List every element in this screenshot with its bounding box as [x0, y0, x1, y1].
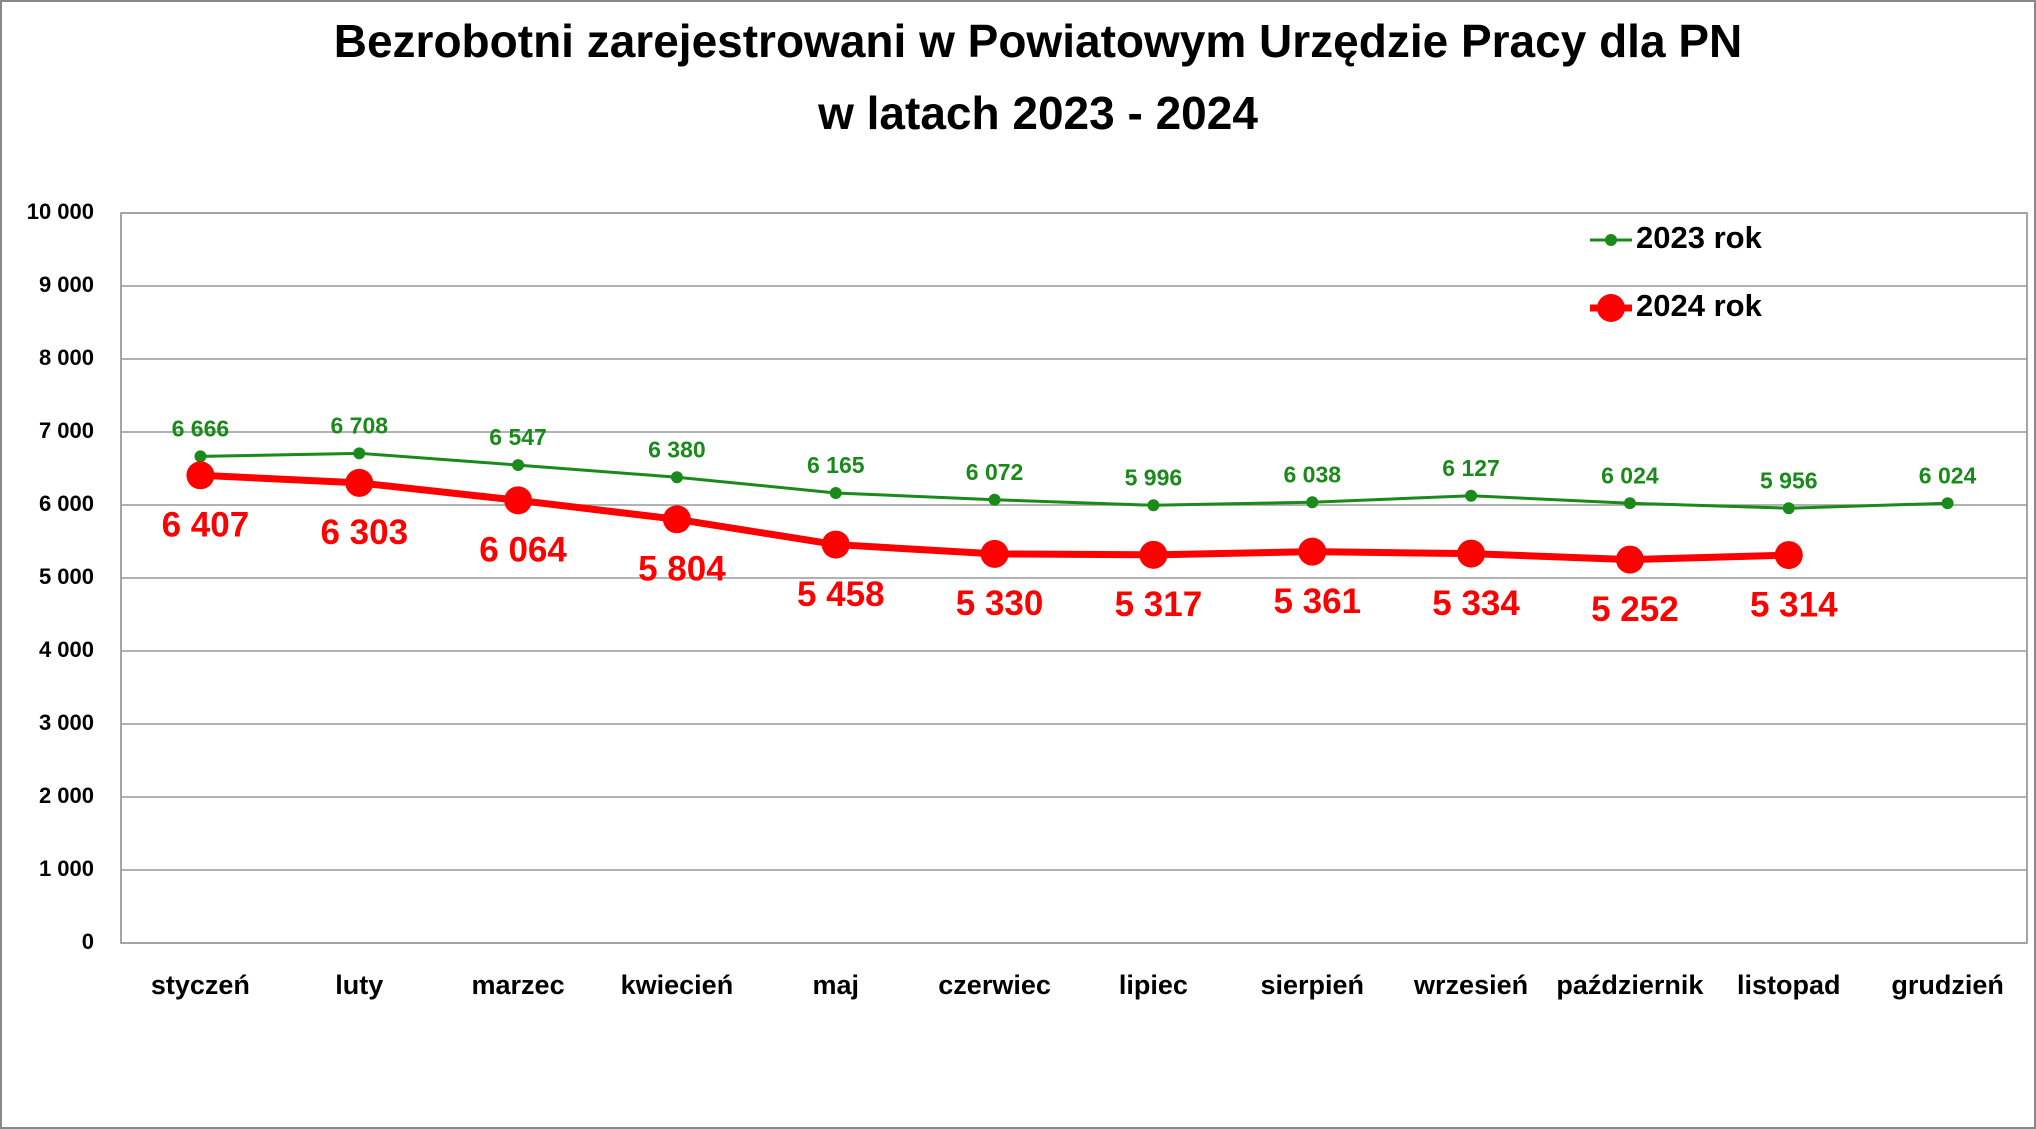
data-point [1298, 537, 1327, 566]
x-tick-label: maj [812, 970, 859, 1000]
data-point [1147, 499, 1160, 512]
y-tick-label: 4 000 [39, 637, 94, 662]
data-label: 5 330 [956, 584, 1044, 623]
y-tick-label: 10 000 [27, 199, 94, 224]
data-point [829, 486, 842, 499]
legend-marker [1597, 294, 1625, 322]
y-tick-label: 7 000 [39, 418, 94, 443]
data-point [353, 447, 366, 460]
data-point [1782, 502, 1795, 515]
data-point [1306, 496, 1319, 509]
data-point [980, 539, 1009, 568]
legend-label: 2024 rok [1636, 288, 1763, 323]
y-tick-label: 5 000 [39, 564, 94, 589]
legend-label: 2023 rok [1636, 220, 1763, 255]
data-label: 5 252 [1591, 590, 1679, 629]
data-point [504, 486, 533, 515]
data-point [1623, 497, 1636, 510]
data-label: 6 407 [162, 506, 250, 545]
data-point [988, 493, 1001, 506]
data-label: 6 303 [320, 513, 408, 552]
y-tick-label: 3 000 [39, 710, 94, 735]
data-label: 5 804 [638, 550, 726, 589]
x-tick-label: grudzień [1891, 970, 2004, 1000]
series-line [200, 451, 1948, 510]
x-tick-label: wrzesień [1413, 970, 1528, 1000]
data-label: 6 024 [1601, 462, 1659, 488]
data-label: 6 064 [479, 531, 567, 570]
data-label: 5 317 [1115, 585, 1203, 624]
x-tick-label: luty [335, 970, 383, 1000]
data-label: 5 334 [1432, 584, 1520, 623]
data-label: 6 024 [1919, 462, 1977, 488]
legend-marker [1605, 234, 1617, 246]
data-point [512, 459, 525, 472]
data-label: 5 314 [1750, 585, 1838, 624]
y-tick-label: 9 000 [39, 272, 94, 297]
x-tick-label: marzec [472, 970, 565, 1000]
data-point [670, 471, 683, 484]
data-point [1139, 540, 1168, 569]
data-point [1774, 541, 1803, 570]
x-tick-label: styczeń [151, 970, 250, 1000]
data-label: 6 708 [330, 412, 388, 438]
data-label: 6 666 [172, 415, 230, 441]
x-tick-label: czerwiec [938, 970, 1051, 1000]
x-tick-label: październik [1556, 970, 1704, 1000]
y-tick-label: 0 [82, 929, 94, 954]
x-tick-label: kwiecień [621, 970, 734, 1000]
y-tick-label: 6 000 [39, 491, 94, 516]
data-point [194, 450, 207, 463]
data-point [1615, 545, 1644, 574]
data-label: 5 996 [1125, 464, 1183, 490]
data-label: 5 956 [1760, 467, 1818, 493]
chart-title: w latach 2023 - 2024 [817, 87, 1258, 139]
data-point [345, 468, 374, 497]
data-label: 6 127 [1442, 455, 1500, 481]
y-tick-label: 2 000 [39, 783, 94, 808]
x-tick-label: lipiec [1119, 970, 1188, 1000]
data-point [186, 461, 215, 490]
x-tick-label: listopad [1737, 970, 1841, 1000]
data-label: 6 547 [489, 424, 547, 450]
chart-title: Bezrobotni zarejestrowani w Powiatowym U… [334, 15, 1742, 67]
data-point [1465, 489, 1478, 502]
y-tick-label: 1 000 [39, 856, 94, 881]
x-tick-label: sierpień [1260, 970, 1364, 1000]
data-label: 6 380 [648, 436, 706, 462]
data-label: 5 458 [797, 575, 885, 614]
data-point [821, 530, 850, 559]
data-label: 6 072 [966, 459, 1024, 485]
data-point [662, 505, 691, 534]
data-point [1941, 497, 1954, 510]
y-tick-label: 8 000 [39, 345, 94, 370]
data-label: 5 361 [1273, 582, 1361, 621]
data-point [1457, 539, 1486, 568]
data-label: 6 165 [807, 452, 865, 478]
data-label: 6 038 [1283, 461, 1341, 487]
